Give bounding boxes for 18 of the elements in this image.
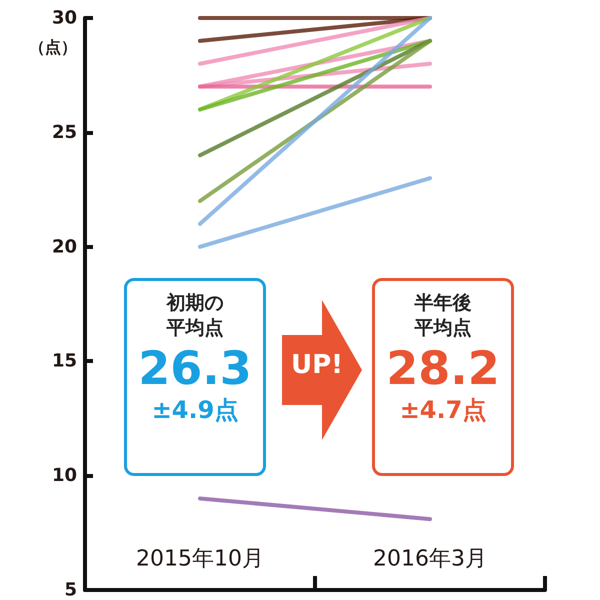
annotation: 平均点: [166, 316, 224, 341]
annotation: ±4.9点: [150, 395, 240, 425]
x-tick-label: 2015年10月: [136, 546, 264, 572]
annotation: 平均点: [414, 316, 472, 341]
y-tick-label: 5: [64, 580, 77, 600]
x-tick-label: 2016年3月: [373, 546, 487, 572]
annotation: UP!: [290, 350, 344, 380]
annotation: ±4.7点: [398, 395, 488, 425]
y-tick-label: 20: [52, 236, 77, 258]
annotation: 28.2: [385, 341, 501, 395]
y-tick-label: 30: [52, 8, 77, 28]
y-tick-label: 15: [52, 350, 77, 372]
y-axis-title: （点）: [29, 38, 77, 56]
y-tick-label: 25: [52, 122, 77, 143]
annotation: 半年後: [414, 291, 472, 316]
annotation: 初期の: [165, 291, 224, 316]
y-tick-label: 10: [52, 465, 77, 486]
annotation: 26.3: [137, 341, 253, 395]
